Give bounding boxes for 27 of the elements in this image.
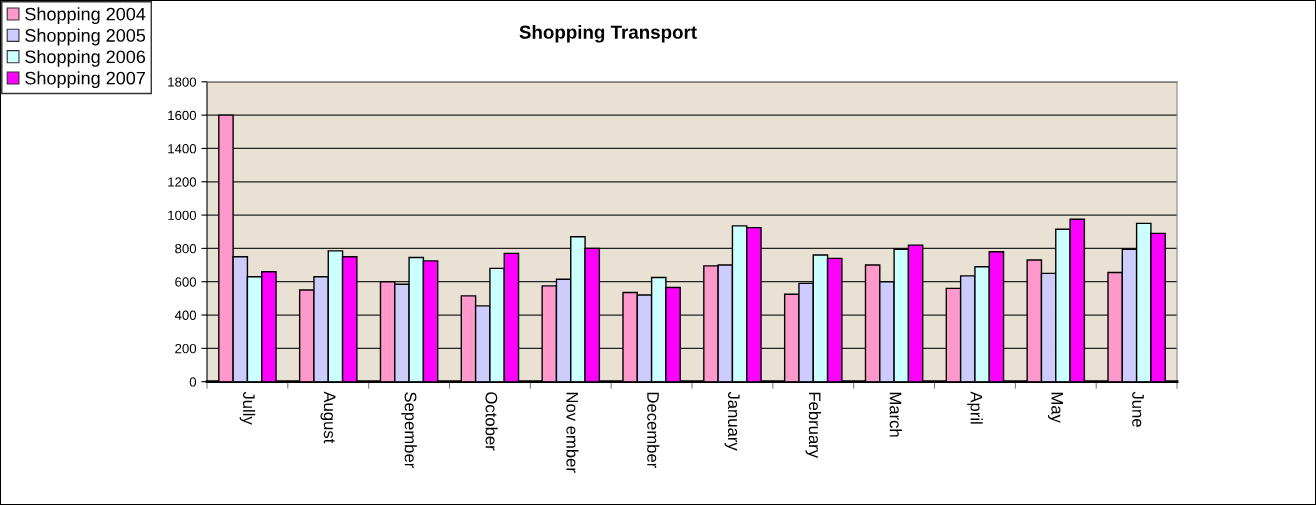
y-tick-label: 200 <box>175 343 197 354</box>
y-tick-label: 1200 <box>168 177 197 187</box>
y-tick-label: 600 <box>175 277 197 287</box>
x-tick-label: May <box>1048 392 1063 423</box>
legend-label: Shopping 2006 <box>25 49 146 67</box>
x-tick-label: April <box>967 391 983 424</box>
chart-title: Shopping Transport <box>519 25 697 43</box>
x-tick-label: March <box>889 392 902 437</box>
x-tick-label: January <box>724 391 740 451</box>
y-tick-label: 400 <box>174 310 197 320</box>
y-tick-label: 1600 <box>168 110 197 121</box>
legend-label: Shopping 2007 <box>25 71 145 89</box>
y-tick-label: 1400 <box>168 144 197 154</box>
legend-label: Shopping 2004 <box>25 7 146 25</box>
legend-label: Shopping 2005 <box>25 28 146 46</box>
x-tick-label: February <box>805 392 822 459</box>
x-tick-label: Sepember <box>401 392 417 469</box>
x-tick-label: October <box>485 392 498 451</box>
y-tick-label: 1800 <box>168 77 197 87</box>
y-tick-label: 1000 <box>168 210 197 220</box>
x-tick-label: Nov ember <box>566 392 579 473</box>
x-tick-label: December <box>647 392 660 468</box>
y-tick-label: 0 <box>189 377 197 387</box>
x-tick-label: Jully <box>239 391 256 425</box>
y-tick-label: 800 <box>175 243 197 254</box>
x-tick-label: August <box>320 391 336 444</box>
x-tick-label: June <box>1132 391 1144 427</box>
